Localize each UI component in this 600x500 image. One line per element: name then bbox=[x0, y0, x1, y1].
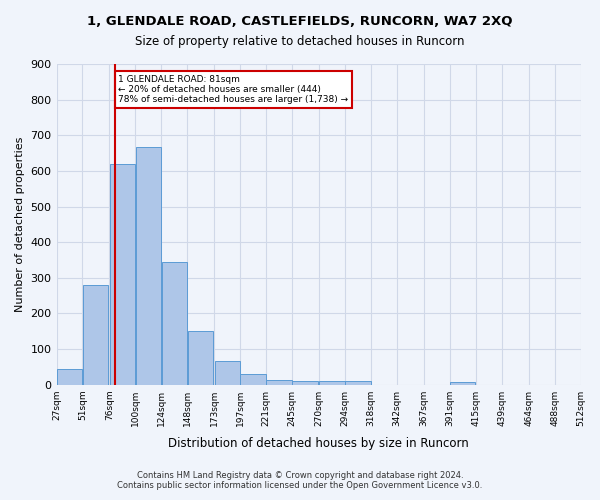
Bar bbox=[450, 382, 475, 384]
Bar bbox=[161, 262, 187, 384]
X-axis label: Distribution of detached houses by size in Runcorn: Distribution of detached houses by size … bbox=[168, 437, 469, 450]
Text: 1 GLENDALE ROAD: 81sqm
← 20% of detached houses are smaller (444)
78% of semi-de: 1 GLENDALE ROAD: 81sqm ← 20% of detached… bbox=[118, 74, 348, 104]
Bar bbox=[319, 381, 345, 384]
Bar bbox=[83, 285, 108, 384]
Y-axis label: Number of detached properties: Number of detached properties bbox=[15, 136, 25, 312]
Bar bbox=[241, 374, 266, 384]
Text: Size of property relative to detached houses in Runcorn: Size of property relative to detached ho… bbox=[135, 35, 465, 48]
Bar bbox=[136, 146, 161, 384]
Bar bbox=[345, 381, 371, 384]
Bar bbox=[110, 164, 135, 384]
Bar bbox=[188, 331, 213, 384]
Text: Contains HM Land Registry data © Crown copyright and database right 2024.
Contai: Contains HM Land Registry data © Crown c… bbox=[118, 470, 482, 490]
Bar bbox=[266, 380, 292, 384]
Bar bbox=[292, 381, 318, 384]
Bar bbox=[57, 368, 82, 384]
Bar bbox=[215, 362, 240, 384]
Text: 1, GLENDALE ROAD, CASTLEFIELDS, RUNCORN, WA7 2XQ: 1, GLENDALE ROAD, CASTLEFIELDS, RUNCORN,… bbox=[87, 15, 513, 28]
